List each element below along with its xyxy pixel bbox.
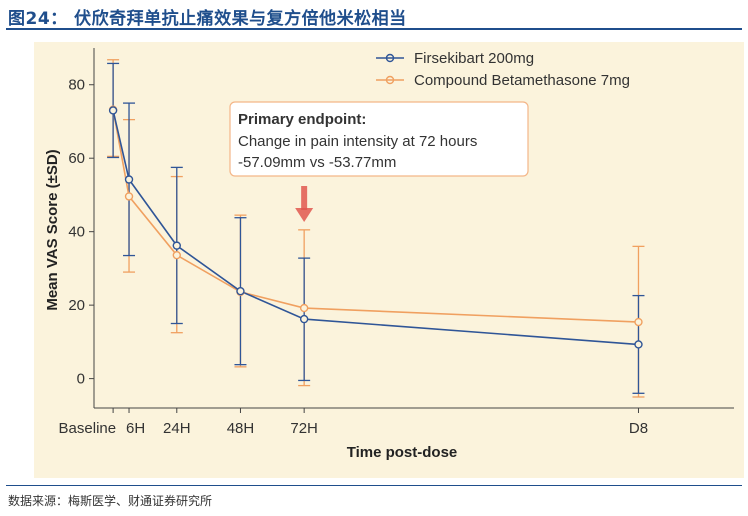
primary-endpoint-arrow-icon — [295, 186, 314, 222]
callout-line-2: -57.09mm vs -53.77mm — [238, 154, 396, 171]
x-tick-label: D8 — [629, 420, 648, 437]
callout-line-1: Change in pain intensity at 72 hours — [238, 133, 477, 150]
data-point — [634, 340, 643, 349]
y-tick-label: 0 — [77, 371, 85, 388]
series-line-firsekibart — [112, 110, 639, 346]
y-tick-label: 40 — [68, 224, 85, 241]
title-rule — [6, 28, 742, 30]
legend: Firsekibart 200mg Compound Betamethasone… — [376, 50, 630, 89]
legend-label-betamethasone: Compound Betamethasone 7mg — [414, 72, 630, 89]
legend-label-firsekibart: Firsekibart 200mg — [414, 50, 534, 67]
x-axis-title: Time post-dose — [347, 444, 458, 461]
y-tick-label: 80 — [68, 77, 85, 94]
legend-marker-firsekibart — [385, 53, 395, 63]
x-tick-label: 24H — [163, 420, 191, 437]
data-point — [299, 314, 309, 324]
y-tick-label: 60 — [68, 150, 85, 167]
x-tick-label: 72H — [290, 420, 318, 437]
x-tick-label: 48H — [227, 420, 255, 437]
arrow-head — [295, 208, 314, 222]
source-note: 数据来源：梅斯医学、财通证券研究所 — [8, 494, 213, 508]
callout-box — [229, 101, 529, 177]
figure-title: 图24： 伏欣奇拜单抗止痛效果与复方倍他米松相当 — [8, 9, 407, 29]
data-point — [299, 303, 309, 313]
callout-heading: Primary endpoint: — [238, 111, 366, 128]
data-point — [124, 175, 134, 184]
y-axis-title: Mean VAS Score (±SD) — [44, 149, 61, 310]
y-tick-label: 20 — [68, 297, 85, 314]
data-point — [236, 286, 245, 296]
arrow-shaft — [301, 186, 308, 210]
x-tick-label: 6H — [126, 420, 145, 437]
primary-endpoint-callout: Primary endpoint: Change in pain intensi… — [229, 101, 529, 177]
data-point — [124, 192, 134, 201]
data-point — [172, 250, 181, 260]
data-point — [172, 241, 181, 250]
data-point — [108, 106, 118, 115]
data-point — [634, 317, 643, 327]
legend-marker-betamethasone — [385, 75, 395, 85]
x-tick-label: Baseline — [59, 420, 117, 437]
footer-rule — [6, 485, 742, 486]
